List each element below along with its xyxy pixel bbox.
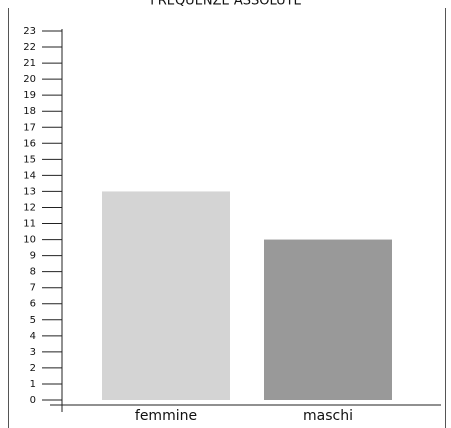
y-tick-label: 20 bbox=[23, 74, 36, 85]
y-tick-label: 2 bbox=[30, 363, 36, 374]
y-tick-label: 7 bbox=[30, 283, 36, 294]
y-tick-label: 10 bbox=[23, 235, 36, 246]
y-tick-label: 3 bbox=[30, 347, 36, 358]
y-tick-label: 15 bbox=[23, 154, 36, 165]
y-tick-label: 4 bbox=[30, 331, 36, 342]
bar bbox=[264, 239, 392, 400]
y-tick-label: 13 bbox=[23, 186, 36, 197]
chart-title: FREQUENZE ASSOLUTE bbox=[150, 0, 302, 9]
y-tick-label: 9 bbox=[30, 251, 36, 262]
bar bbox=[102, 191, 230, 400]
y-tick-label: 5 bbox=[30, 315, 36, 326]
y-tick-label: 22 bbox=[23, 42, 36, 53]
x-tick-label: femmine bbox=[135, 408, 197, 424]
y-tick-label: 6 bbox=[30, 299, 36, 310]
y-tick-label: 21 bbox=[23, 58, 36, 69]
y-tick-label: 23 bbox=[23, 26, 36, 37]
y-tick-label: 12 bbox=[23, 202, 36, 213]
y-tick-label: 18 bbox=[23, 106, 36, 117]
y-tick-label: 1 bbox=[30, 379, 36, 390]
y-tick-label: 17 bbox=[23, 122, 36, 133]
y-tick-label: 16 bbox=[23, 138, 36, 149]
y-tick-label: 19 bbox=[23, 90, 36, 101]
x-tick-label: maschi bbox=[303, 408, 353, 424]
y-tick-label: 14 bbox=[23, 170, 36, 181]
y-tick-label: 11 bbox=[23, 219, 36, 230]
y-tick-label: 8 bbox=[30, 267, 36, 278]
y-tick-label: 0 bbox=[30, 395, 36, 406]
